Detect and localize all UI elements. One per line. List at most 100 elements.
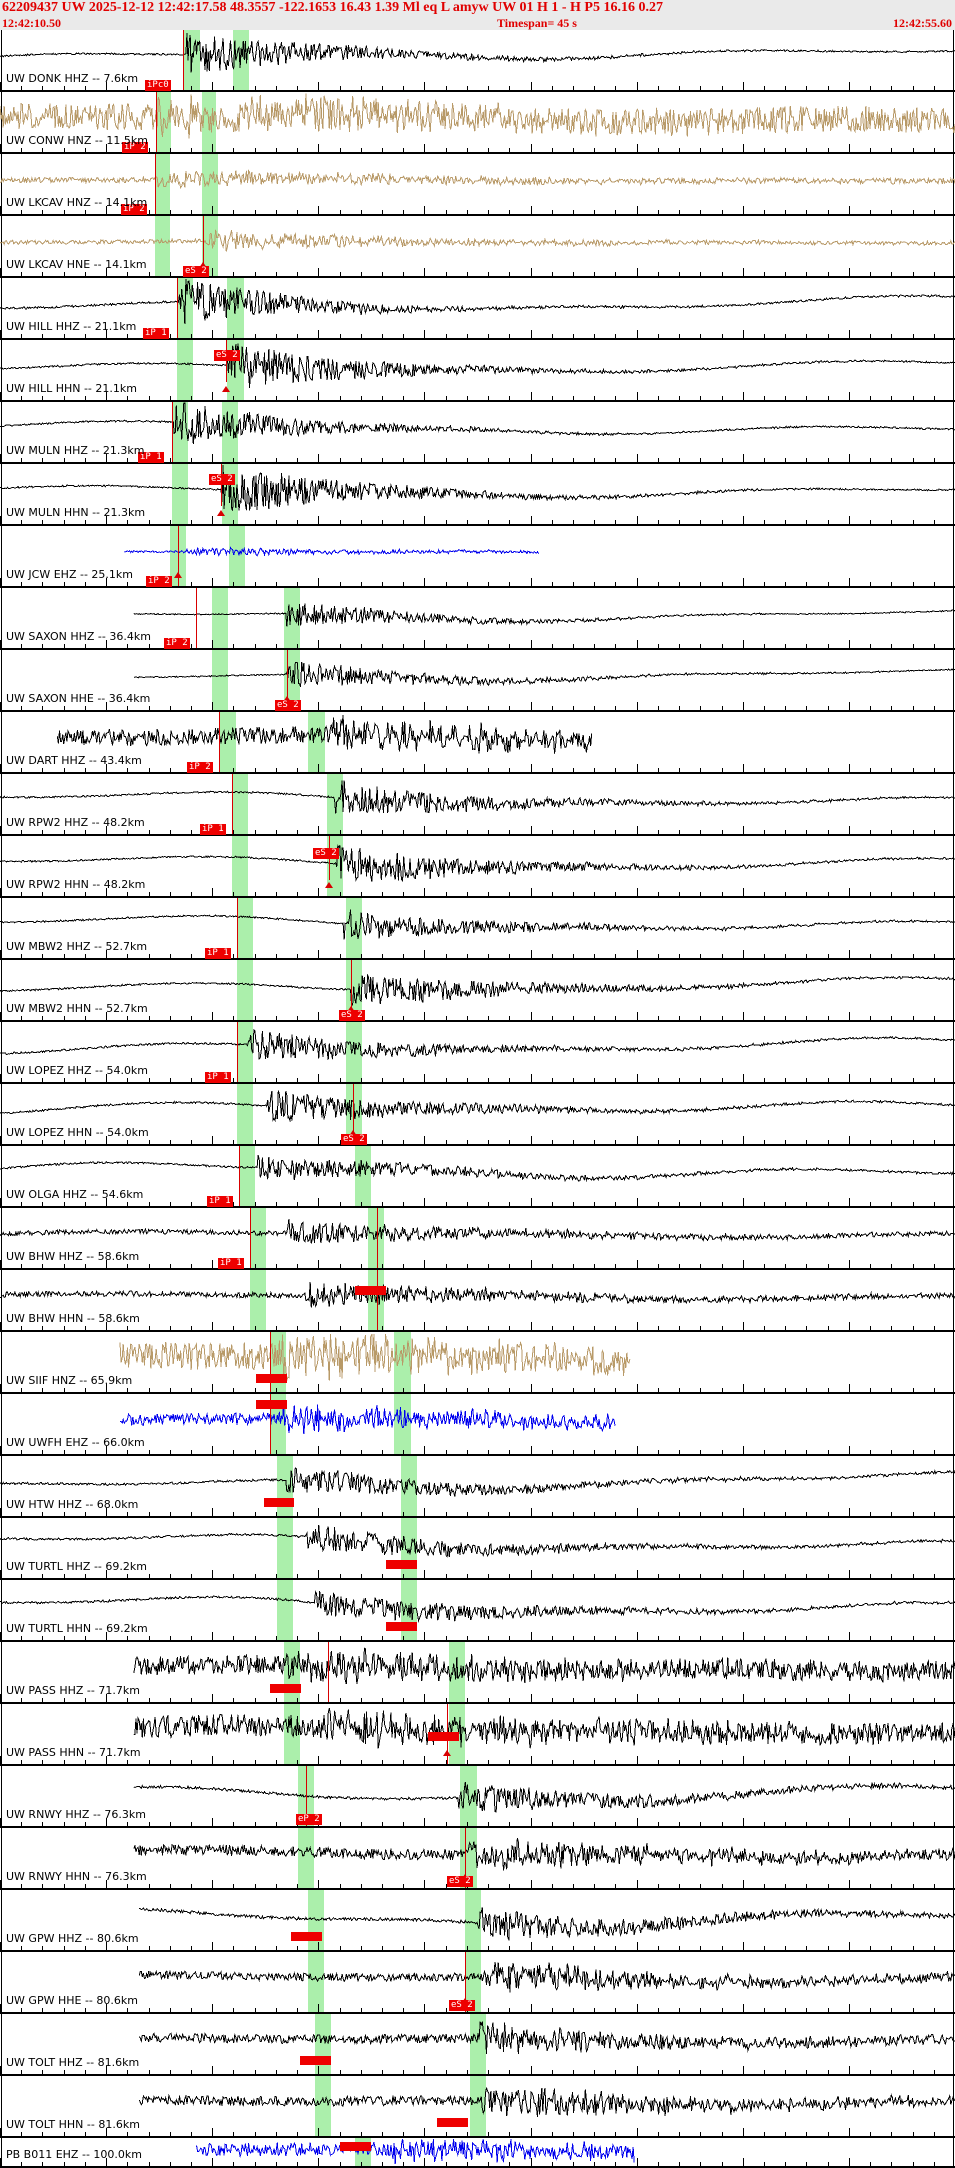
pick-line[interactable]	[219, 712, 220, 774]
trace-row[interactable]: iP 2 UW LKCAV HNZ -- 14.1km	[0, 154, 955, 216]
pick-line[interactable]	[226, 340, 227, 382]
pick-line[interactable]	[203, 216, 204, 278]
pick-label[interactable]: iPc0	[145, 80, 171, 91]
trace-row[interactable]: UW TURTL HHN -- 69.2km	[0, 1580, 955, 1642]
pick-line[interactable]	[237, 898, 238, 960]
pick-line[interactable]	[351, 960, 352, 1022]
pick-label[interactable]: iP 1	[205, 948, 231, 959]
trace-row[interactable]: UW UWFH EHZ -- 66.0km	[0, 1394, 955, 1456]
trace-row[interactable]: iPc0 UW DONK HHZ -- 7.6km	[0, 30, 955, 92]
trace-row[interactable]: iP 1 UW RPW2 HHZ -- 48.2km	[0, 774, 955, 836]
pick-label[interactable]: iP 2	[146, 576, 172, 587]
pick-label[interactable]: iP 1	[205, 1072, 231, 1083]
trace-row[interactable]: eS 2 UW GPW HHE -- 80.6km	[0, 1952, 955, 2014]
pick-marker[interactable]	[355, 1286, 386, 1295]
trace-panel[interactable]: iPc0 UW DONK HHZ -- 7.6km iP 2 UW CONW HNZ …	[0, 30, 955, 2168]
trace-row[interactable]: UW SIIF HNZ -- 65.9km	[0, 1332, 955, 1394]
pick-label[interactable]: eS 2	[339, 1010, 365, 1021]
pick-label[interactable]: eS 2	[183, 266, 209, 277]
pick-label[interactable]: iP 2	[164, 638, 190, 649]
pick-line[interactable]	[270, 1332, 271, 1394]
pick-line[interactable]	[465, 1952, 466, 2014]
pick-label[interactable]: iP 1	[218, 1258, 244, 1269]
pick-label[interactable]: iP 2	[122, 142, 148, 153]
pick-line[interactable]	[172, 402, 173, 464]
pick-marker[interactable]	[437, 2118, 469, 2127]
trace-row[interactable]: iP 1 UW OLGA HHZ -- 54.6km	[0, 1146, 955, 1208]
pick-line[interactable]	[287, 650, 288, 712]
pick-line[interactable]	[306, 1766, 307, 1828]
pick-line[interactable]	[270, 1394, 271, 1456]
pick-marker[interactable]	[270, 1684, 301, 1693]
trace-row[interactable]: eS 2 UW RPW2 HHN -- 48.2km	[0, 836, 955, 898]
pick-label[interactable]: eS 2	[313, 848, 339, 859]
trace-row[interactable]: iP 1 UW LOPEZ HHZ -- 54.0km	[0, 1022, 955, 1084]
trace-row[interactable]: eS 2 UW LOPEZ HHN -- 54.0km	[0, 1084, 955, 1146]
pick-line[interactable]	[328, 1642, 329, 1704]
pick-label[interactable]: eS 2	[214, 350, 240, 361]
trace-row[interactable]: iP 1 UW HILL HHZ -- 21.1km	[0, 278, 955, 340]
pick-label[interactable]: iP 1	[138, 452, 164, 463]
trace-row[interactable]: iP 2 UW SAXON HHZ -- 36.4km	[0, 588, 955, 650]
pick-label[interactable]: eS 2	[449, 2000, 475, 2011]
trace-row[interactable]: iP 1 UW BHW HHZ -- 58.6km	[0, 1208, 955, 1270]
pick-line[interactable]	[250, 1208, 251, 1270]
trace-row[interactable]: UW TOLT HHZ -- 81.6km	[0, 2014, 955, 2076]
pick-label[interactable]: iP 1	[207, 1196, 233, 1207]
pick-marker[interactable]	[255, 1374, 287, 1383]
pick-label[interactable]: eS 2	[447, 1876, 473, 1887]
pick-label[interactable]: eS 2	[341, 1134, 367, 1145]
trace-row[interactable]: iP 2 UW DART HHZ -- 43.4km	[0, 712, 955, 774]
pick-line[interactable]	[239, 1146, 240, 1208]
pick-label[interactable]: eP 2	[296, 1814, 322, 1825]
pick-label[interactable]: iP 2	[121, 204, 147, 215]
trace-row[interactable]: eS 2 UW SAXON HHE -- 36.4km	[0, 650, 955, 712]
pick-label[interactable]: iP 1	[143, 328, 169, 339]
pick-line[interactable]	[377, 1208, 378, 1270]
trace-row[interactable]: UW BHW HHN -- 58.6km	[0, 1270, 955, 1332]
trace-row[interactable]: UW GPW HHZ -- 80.6km	[0, 1890, 955, 1952]
pick-line[interactable]	[377, 1270, 378, 1332]
pick-marker[interactable]	[291, 1932, 322, 1941]
pick-marker[interactable]	[299, 2056, 331, 2065]
trace-row[interactable]: eS 2 UW MULN HHN -- 21.3km	[0, 464, 955, 526]
trace-row[interactable]: UW PASS HHZ -- 71.7km	[0, 1642, 955, 1704]
pick-label[interactable]: eS 2	[209, 474, 235, 485]
pick-line[interactable]	[465, 1828, 466, 1890]
pick-line[interactable]	[232, 774, 233, 836]
trace-row[interactable]: iP 2 UW JCW EHZ -- 25.1km	[0, 526, 955, 588]
pick-line[interactable]	[237, 1022, 238, 1084]
pick-line[interactable]	[177, 278, 178, 340]
pick-marker[interactable]	[385, 1622, 417, 1631]
pick-line[interactable]	[353, 1084, 354, 1146]
pick-marker[interactable]	[263, 1498, 295, 1507]
pick-label[interactable]: iP 1	[200, 824, 226, 835]
trace-row[interactable]: UW HTW HHZ -- 68.0km	[0, 1456, 955, 1518]
trace-row[interactable]: iP 1 UW MBW2 HHZ -- 52.7km	[0, 898, 955, 960]
pick-marker[interactable]	[255, 1400, 287, 1409]
pick-line[interactable]	[221, 464, 222, 506]
pick-label[interactable]: eS 2	[275, 700, 301, 711]
trace-row[interactable]: PB B011 EHZ -- 100.0km	[0, 2138, 955, 2168]
trace-row[interactable]: iP 1 UW MULN HHZ -- 21.3km	[0, 402, 955, 464]
pick-line[interactable]	[156, 92, 157, 154]
trace-row[interactable]: UW PASS HHN -- 71.7km	[0, 1704, 955, 1766]
pick-marker[interactable]	[427, 1732, 459, 1741]
axis-tick	[849, 516, 850, 524]
trace-row[interactable]: eS 2 UW RNWY HHN -- 76.3km	[0, 1828, 955, 1890]
pick-label[interactable]: iP 2	[187, 762, 213, 773]
pick-marker[interactable]	[385, 1560, 417, 1569]
pick-marker[interactable]	[339, 2142, 371, 2151]
trace-row[interactable]: UW TURTL HHZ -- 69.2km	[0, 1518, 955, 1580]
trace-row[interactable]: iP 2 UW CONW HNZ -- 11.5km	[0, 92, 955, 154]
trace-row[interactable]: eS 2 UW MBW2 HHN -- 52.7km	[0, 960, 955, 1022]
trace-row[interactable]: UW TOLT HHN -- 81.6km	[0, 2076, 955, 2138]
axis-tick	[870, 1884, 871, 1888]
trace-row[interactable]: eP 2 UW RNWY HHZ -- 76.3km	[0, 1766, 955, 1828]
pick-line[interactable]	[178, 526, 179, 588]
pick-line[interactable]	[183, 30, 184, 92]
pick-line[interactable]	[196, 588, 197, 650]
trace-row[interactable]: eS 2 UW HILL HHN -- 21.1km	[0, 340, 955, 402]
pick-line[interactable]	[155, 154, 156, 216]
trace-row[interactable]: eS 2 UW LKCAV HNE -- 14.1km	[0, 216, 955, 278]
